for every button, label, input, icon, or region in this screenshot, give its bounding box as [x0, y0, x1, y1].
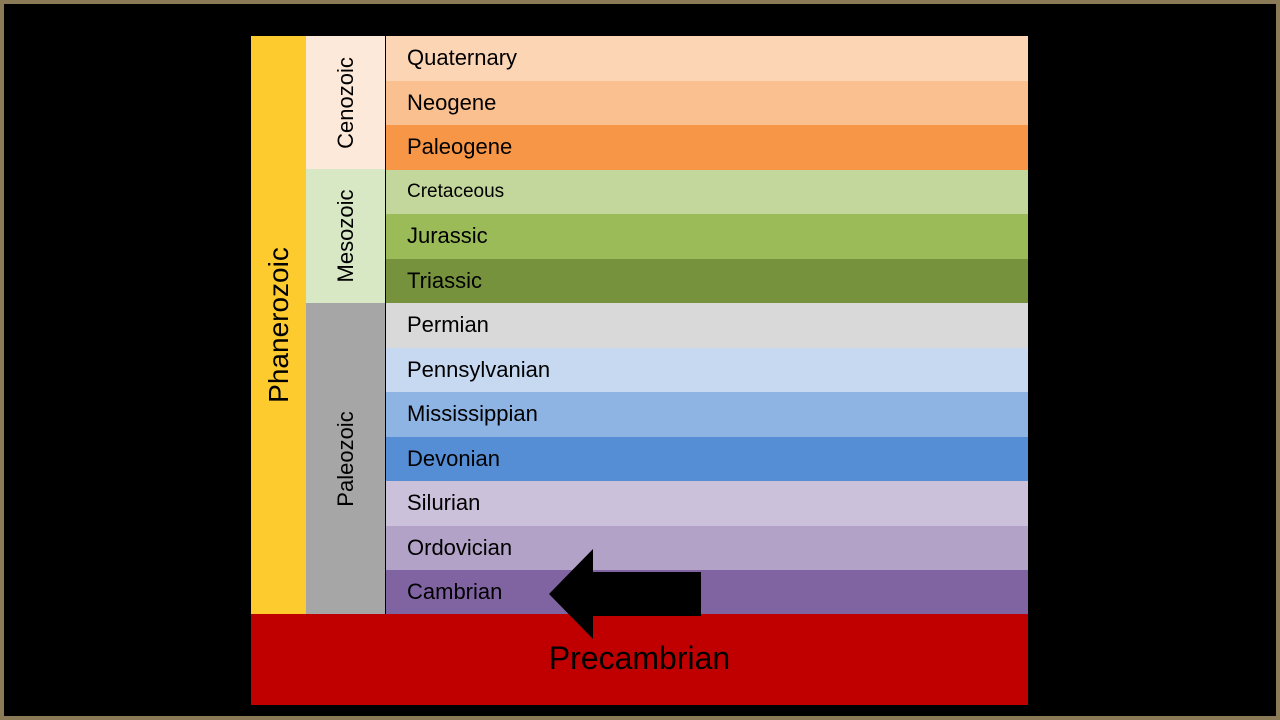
period-label: Quaternary [407, 45, 518, 71]
left-arrow-icon [549, 549, 701, 639]
period-ordovician: Ordovician [386, 525, 1028, 570]
period-label: Pennsylvanian [407, 356, 551, 382]
eon-precambrian: Precambrian [251, 614, 1028, 705]
era-label: Paleozoic [332, 410, 358, 507]
period-cretaceous: Cretaceous [386, 169, 1028, 214]
era-paleozoic: Paleozoic [306, 303, 385, 614]
eon-phanerozoic: Phanerozoic [251, 36, 306, 614]
arrow-shape [549, 549, 701, 639]
period-label: Cretaceous [407, 180, 505, 202]
period-label: Cambrian [407, 579, 503, 605]
period-list: Quaternary Neogene Paleogene Cretaceous … [386, 36, 1028, 615]
precambrian-label: Precambrian [548, 640, 731, 676]
period-devonian: Devonian [386, 436, 1028, 481]
eon-label: Phanerozoic [262, 247, 294, 403]
period-cambrian: Cambrian [386, 570, 1028, 615]
period-label: Silurian [407, 490, 481, 516]
period-quaternary: Quaternary [386, 36, 1028, 81]
period-label: Mississippian [407, 401, 538, 427]
period-pennsylvanian: Pennsylvanian [386, 347, 1028, 392]
era-cenozoic: Cenozoic [306, 36, 385, 169]
era-divider-line [385, 36, 386, 303]
period-mississippian: Mississippian [386, 392, 1028, 437]
period-silurian: Silurian [386, 481, 1028, 526]
period-jurassic: Jurassic [386, 214, 1028, 259]
period-label: Paleogene [407, 134, 513, 160]
period-label: Neogene [407, 89, 497, 115]
period-label: Ordovician [407, 534, 513, 560]
period-neogene: Neogene [386, 80, 1028, 125]
era-mesozoic: Mesozoic [306, 169, 385, 303]
era-label: Mesozoic [332, 189, 358, 283]
period-label: Devonian [407, 445, 500, 471]
era-label: Cenozoic [332, 56, 358, 149]
geologic-time-chart: Phanerozoic Cenozoic Mesozoic Paleozoic … [251, 36, 1028, 705]
period-permian: Permian [386, 303, 1028, 348]
period-label: Permian [407, 312, 489, 338]
period-paleogene: Paleogene [386, 125, 1028, 170]
period-label: Jurassic [407, 223, 488, 249]
period-triassic: Triassic [386, 258, 1028, 303]
period-label: Triassic [407, 267, 482, 293]
